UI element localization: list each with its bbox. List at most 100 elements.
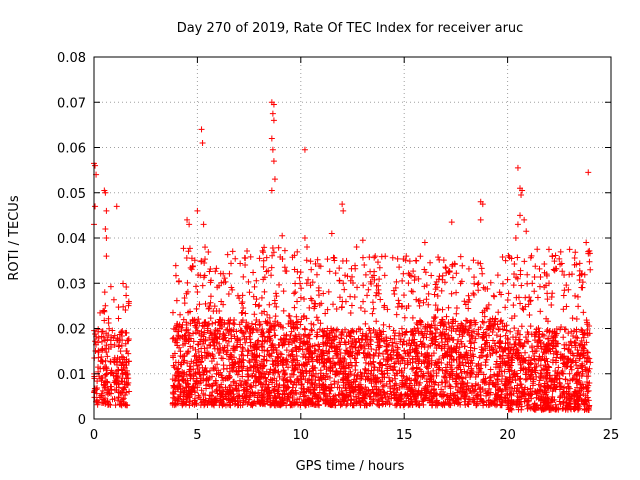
data-point <box>468 367 475 374</box>
data-point <box>394 352 401 359</box>
data-point <box>360 282 367 289</box>
data-point <box>311 300 318 307</box>
data-point <box>398 395 405 402</box>
data-point <box>267 394 274 401</box>
data-point <box>552 367 559 374</box>
data-point <box>478 265 485 272</box>
data-point <box>350 379 357 386</box>
data-point <box>100 308 107 315</box>
data-point <box>467 369 474 376</box>
data-point <box>219 355 226 362</box>
data-point <box>281 391 288 398</box>
data-point <box>230 345 237 352</box>
data-point <box>380 328 387 335</box>
data-point <box>103 389 110 396</box>
data-point <box>494 321 501 328</box>
data-point <box>525 391 532 398</box>
data-point <box>256 255 263 262</box>
data-point <box>313 271 320 278</box>
data-point <box>482 362 489 369</box>
y-tick-label: 0.07 <box>57 96 86 111</box>
data-point <box>210 366 217 373</box>
data-point <box>326 268 333 275</box>
data-point <box>216 316 223 323</box>
data-point <box>103 349 110 356</box>
data-point <box>548 340 555 347</box>
data-point <box>340 207 347 214</box>
data-point <box>252 340 259 347</box>
data-point <box>449 368 456 375</box>
data-point <box>229 396 236 403</box>
data-point <box>235 363 242 370</box>
data-point <box>353 376 360 383</box>
data-point <box>271 297 278 304</box>
data-point <box>173 297 180 304</box>
data-point <box>586 258 593 265</box>
data-point <box>454 389 461 396</box>
data-point <box>361 354 368 361</box>
data-point <box>268 350 275 357</box>
data-point <box>291 323 298 330</box>
data-point <box>433 360 440 367</box>
data-point <box>445 401 452 408</box>
data-point <box>560 399 567 406</box>
data-point <box>352 355 359 362</box>
data-point <box>190 330 197 337</box>
data-point <box>182 401 189 408</box>
data-point <box>453 365 460 372</box>
data-point <box>519 187 526 194</box>
data-point <box>454 400 461 407</box>
data-point <box>394 400 401 407</box>
data-point <box>447 372 454 379</box>
data-point <box>300 312 307 319</box>
data-point <box>186 221 193 228</box>
data-point <box>473 363 480 370</box>
data-point <box>511 341 518 348</box>
data-point <box>99 387 106 394</box>
data-point <box>531 405 538 412</box>
data-point <box>288 328 295 335</box>
data-point <box>285 338 292 345</box>
data-point <box>116 331 123 338</box>
data-point <box>177 361 184 368</box>
data-point <box>403 253 410 260</box>
data-point <box>527 361 534 368</box>
data-point <box>240 330 247 337</box>
data-point <box>188 266 195 273</box>
data-point <box>566 385 573 392</box>
data-point <box>561 287 568 294</box>
data-point <box>413 401 420 408</box>
data-point <box>441 341 448 348</box>
data-point <box>110 296 117 303</box>
data-point <box>233 368 240 375</box>
data-point <box>527 357 534 364</box>
data-point <box>396 300 403 307</box>
data-point <box>224 347 231 354</box>
data-point <box>373 332 380 339</box>
data-point <box>355 391 362 398</box>
data-point <box>250 325 257 332</box>
chart-title: Day 270 of 2019, Rate Of TEC Index for r… <box>177 21 524 36</box>
x-tick-label: 0 <box>90 428 98 443</box>
data-point <box>468 332 475 339</box>
data-point <box>370 359 377 366</box>
data-point <box>546 329 553 336</box>
data-point <box>392 380 399 387</box>
data-point <box>459 262 466 269</box>
data-point <box>120 361 127 368</box>
data-point <box>474 330 481 337</box>
data-point <box>315 398 322 405</box>
data-point <box>440 321 447 328</box>
data-point <box>406 337 413 344</box>
data-point <box>360 298 367 305</box>
data-point <box>542 363 549 370</box>
data-point <box>264 393 271 400</box>
data-point <box>331 254 338 261</box>
data-point <box>564 380 571 387</box>
data-point <box>348 265 355 272</box>
data-point <box>480 371 487 378</box>
data-point <box>387 384 394 391</box>
data-point <box>324 306 331 313</box>
data-point <box>534 294 541 301</box>
data-point <box>332 270 339 277</box>
